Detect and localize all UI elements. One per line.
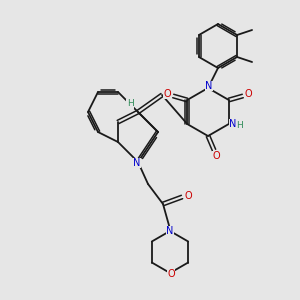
Text: H: H	[236, 122, 243, 130]
Text: O: O	[167, 269, 175, 279]
Text: N: N	[166, 226, 174, 236]
Text: N: N	[229, 119, 236, 129]
Text: N: N	[205, 81, 213, 91]
Text: N: N	[133, 158, 141, 168]
Text: H: H	[127, 100, 134, 109]
Text: O: O	[212, 151, 220, 161]
Text: O: O	[164, 89, 171, 99]
Text: O: O	[245, 89, 253, 99]
Text: O: O	[184, 191, 192, 201]
